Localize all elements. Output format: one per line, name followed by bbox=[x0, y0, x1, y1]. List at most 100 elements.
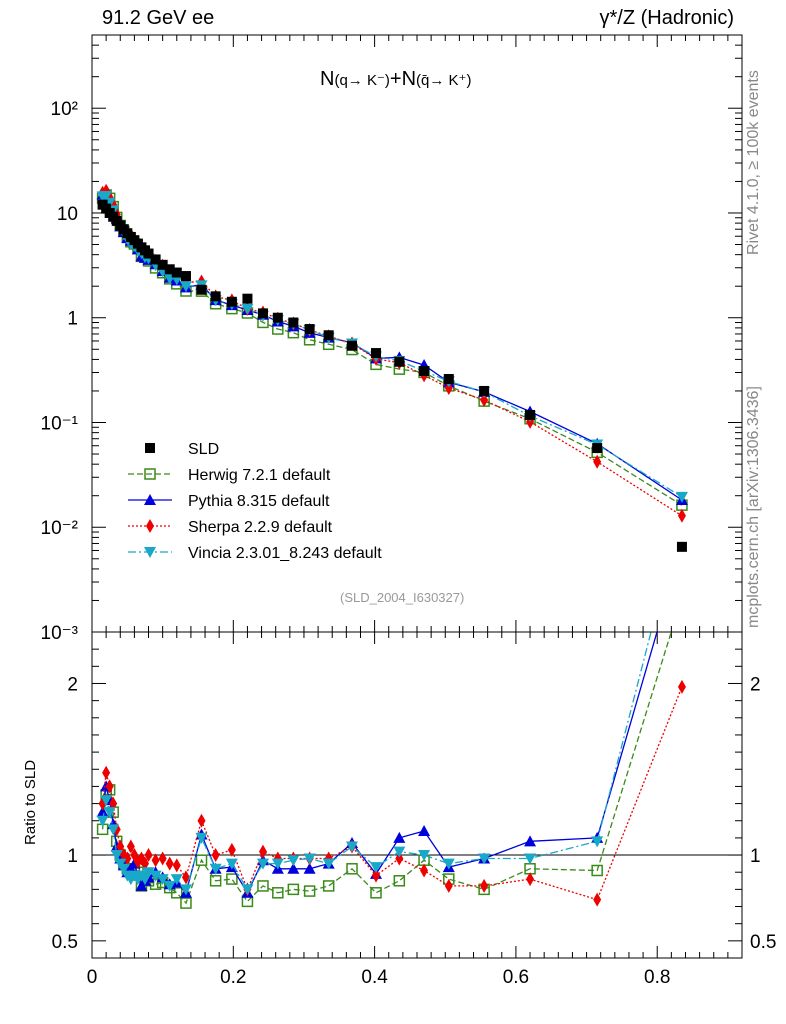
x-tick-label: 0.6 bbox=[503, 967, 529, 988]
sld-data-point bbox=[288, 317, 299, 328]
vincia-ratio-point bbox=[370, 862, 383, 874]
herwig-ratio-point bbox=[171, 887, 183, 899]
sherpa-ratio-point bbox=[109, 796, 118, 811]
main-y-tick-label: 10⁻² bbox=[41, 518, 79, 539]
ratio-y-tick-label: 1 bbox=[67, 846, 78, 867]
legend-label-herwig: Herwig 7.2.1 default bbox=[188, 467, 331, 484]
vincia-ratio-point bbox=[149, 870, 162, 882]
rivet-version-label: Rivet 4.1.0, ≥ 100k events bbox=[745, 70, 762, 255]
x-tick-label: 0 bbox=[87, 967, 98, 988]
herwig-ratio-point bbox=[346, 863, 358, 875]
sld-data-point bbox=[257, 308, 268, 319]
sherpa-ratio-point bbox=[395, 851, 404, 866]
sherpa-ratio-point bbox=[526, 872, 535, 887]
vincia-ratio-point bbox=[163, 880, 176, 892]
sherpa-ratio-point bbox=[105, 779, 114, 794]
herwig-ratio-point bbox=[393, 875, 406, 887]
sherpa-ratio-point bbox=[165, 856, 174, 871]
pythia-ratio-point bbox=[418, 825, 431, 837]
observable-prefix: N bbox=[320, 68, 335, 90]
sherpa-main-point bbox=[677, 508, 686, 523]
observable-part1: (q→ K⁻) bbox=[334, 72, 390, 89]
herwig-ratio-point bbox=[180, 897, 192, 909]
vincia-ratio-point bbox=[195, 832, 208, 844]
sld-data-point bbox=[196, 284, 207, 295]
observable-plus: +N bbox=[389, 68, 417, 90]
herwig-ratio-point bbox=[209, 875, 222, 887]
sherpa-ratio-point bbox=[227, 842, 236, 857]
main-y-tick-label: 1 bbox=[67, 309, 78, 330]
vincia-ratio-point bbox=[110, 850, 123, 862]
sld-data-point bbox=[525, 409, 536, 420]
vincia-ratio-point bbox=[393, 846, 406, 858]
sld-data-point bbox=[171, 267, 182, 278]
main-y-tick-label: 10⁻¹ bbox=[41, 413, 79, 434]
sherpa-ratio-point bbox=[172, 858, 181, 873]
herwig-ratio-point bbox=[272, 887, 284, 899]
ratio-y-tick-label: 2 bbox=[67, 674, 78, 695]
vincia-ratio-point bbox=[303, 853, 316, 865]
vincia-ratio-point bbox=[142, 867, 155, 879]
vincia-main-point bbox=[179, 281, 192, 293]
legend-marker-vincia bbox=[144, 547, 156, 558]
main-y-tick-label: 10² bbox=[51, 99, 78, 120]
observable-part2: (q̄→ K⁺) bbox=[416, 72, 472, 89]
vincia-ratio-point bbox=[96, 815, 109, 827]
sld-data-point bbox=[210, 291, 221, 302]
sld-data-point bbox=[323, 330, 334, 341]
pythia-ratio-point bbox=[393, 831, 406, 843]
vincia-ratio-point bbox=[241, 884, 254, 896]
sld-data-point bbox=[419, 366, 430, 377]
main-y-tick-label: 10 bbox=[57, 204, 78, 225]
sherpa-ratio-point bbox=[444, 878, 453, 893]
vincia-ratio-point bbox=[271, 858, 284, 870]
sherpa-ratio-line bbox=[101, 686, 683, 901]
sld-data-point bbox=[347, 340, 357, 351]
vincia-ratio-point bbox=[225, 858, 238, 870]
vincia-ratio-point bbox=[179, 884, 192, 896]
sld-data-point bbox=[479, 385, 490, 396]
herwig-ratio-point bbox=[195, 854, 208, 866]
sld-data-point bbox=[164, 264, 175, 275]
sherpa-ratio-point bbox=[123, 851, 132, 866]
vincia-main-point bbox=[241, 303, 254, 315]
sld-data-point bbox=[304, 324, 315, 335]
sherpa-ratio-point bbox=[372, 868, 381, 883]
sherpa-main-point bbox=[444, 381, 453, 396]
herwig-ratio-point bbox=[257, 880, 269, 892]
pythia-ratio-point bbox=[96, 806, 109, 818]
sherpa-main-point bbox=[480, 392, 489, 407]
vincia-ratio-point bbox=[170, 874, 183, 886]
vincia-main-point bbox=[100, 191, 113, 203]
legend-label-sherpa: Sherpa 2.2.9 default bbox=[188, 519, 333, 536]
x-tick-label: 0.4 bbox=[361, 967, 388, 988]
sherpa-ratio-point bbox=[420, 863, 429, 878]
ratio-panel-frame bbox=[91, 631, 743, 959]
vincia-ratio-point bbox=[524, 853, 537, 865]
vincia-ratio-point bbox=[256, 858, 269, 870]
herwig-ratio-point bbox=[287, 883, 300, 896]
energy-label: 91.2 GeV ee bbox=[102, 7, 215, 29]
legend-label-vincia: Vincia 2.3.01_8.243 default bbox=[188, 545, 382, 562]
observable-title: N(q→ K⁻)+N(q̄→ K⁺) bbox=[320, 68, 471, 91]
vincia-ratio-point bbox=[209, 863, 222, 875]
herwig-ratio-point bbox=[591, 864, 603, 877]
x-tick-label: 0.8 bbox=[644, 967, 670, 988]
herwig-ratio-point bbox=[303, 885, 316, 897]
sld-data-point bbox=[443, 374, 454, 385]
herwig-ratio-point bbox=[226, 873, 238, 885]
ratio-plot-area bbox=[96, 632, 686, 909]
vincia-ratio-point bbox=[287, 855, 300, 867]
pythia-ratio-point bbox=[287, 862, 300, 874]
process-label: γ*/Z (Hadronic) bbox=[599, 7, 734, 29]
sherpa-ratio-point bbox=[102, 765, 111, 780]
sld-data-point bbox=[592, 443, 603, 454]
sherpa-ratio-point bbox=[258, 844, 267, 859]
sherpa-ratio-point bbox=[151, 853, 160, 868]
sld-data-point bbox=[272, 312, 283, 323]
sherpa-ratio-point bbox=[116, 839, 125, 854]
sherpa-ratio-point bbox=[181, 870, 190, 885]
ratio-y-tick-label: 0.5 bbox=[52, 932, 78, 953]
x-tick-label: 0.2 bbox=[220, 967, 246, 988]
